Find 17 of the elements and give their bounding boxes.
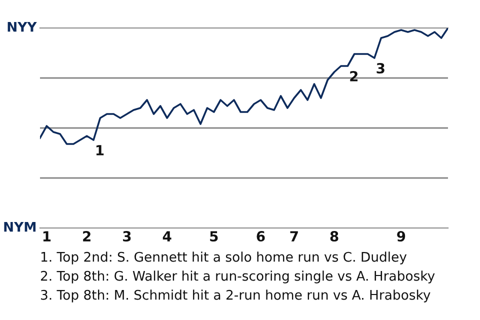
x-tick-label: 2 bbox=[83, 231, 90, 242]
x-tick-label: 4 bbox=[162, 231, 172, 242]
x-tick-label: 8 bbox=[330, 231, 338, 242]
x-tick-label: 1 bbox=[43, 231, 51, 242]
x-tick-label: 6 bbox=[256, 231, 265, 242]
text: NYM bbox=[4, 222, 36, 232]
text: 3 bbox=[376, 62, 384, 74]
x-tick-label: 3 bbox=[123, 231, 131, 242]
text: 2. Top 8th: G. Walker hit a run-scoring single vs A. Hrabosky bbox=[40, 270, 435, 284]
text: 1 bbox=[96, 145, 104, 156]
x-tick-label: 7 bbox=[290, 231, 298, 242]
x-tick-label: 9 bbox=[397, 231, 406, 242]
text: 3. Top 8th: M. Schmidt hit a 2-run home run vs A. Hrabosky bbox=[41, 290, 430, 302]
text: 1. Top 2nd: S. Gennett hit a solo home run vs C. Dudley bbox=[41, 252, 407, 264]
text: NYY bbox=[8, 22, 37, 32]
text: 2 bbox=[350, 70, 358, 82]
x-tick-label: 5 bbox=[210, 231, 218, 242]
